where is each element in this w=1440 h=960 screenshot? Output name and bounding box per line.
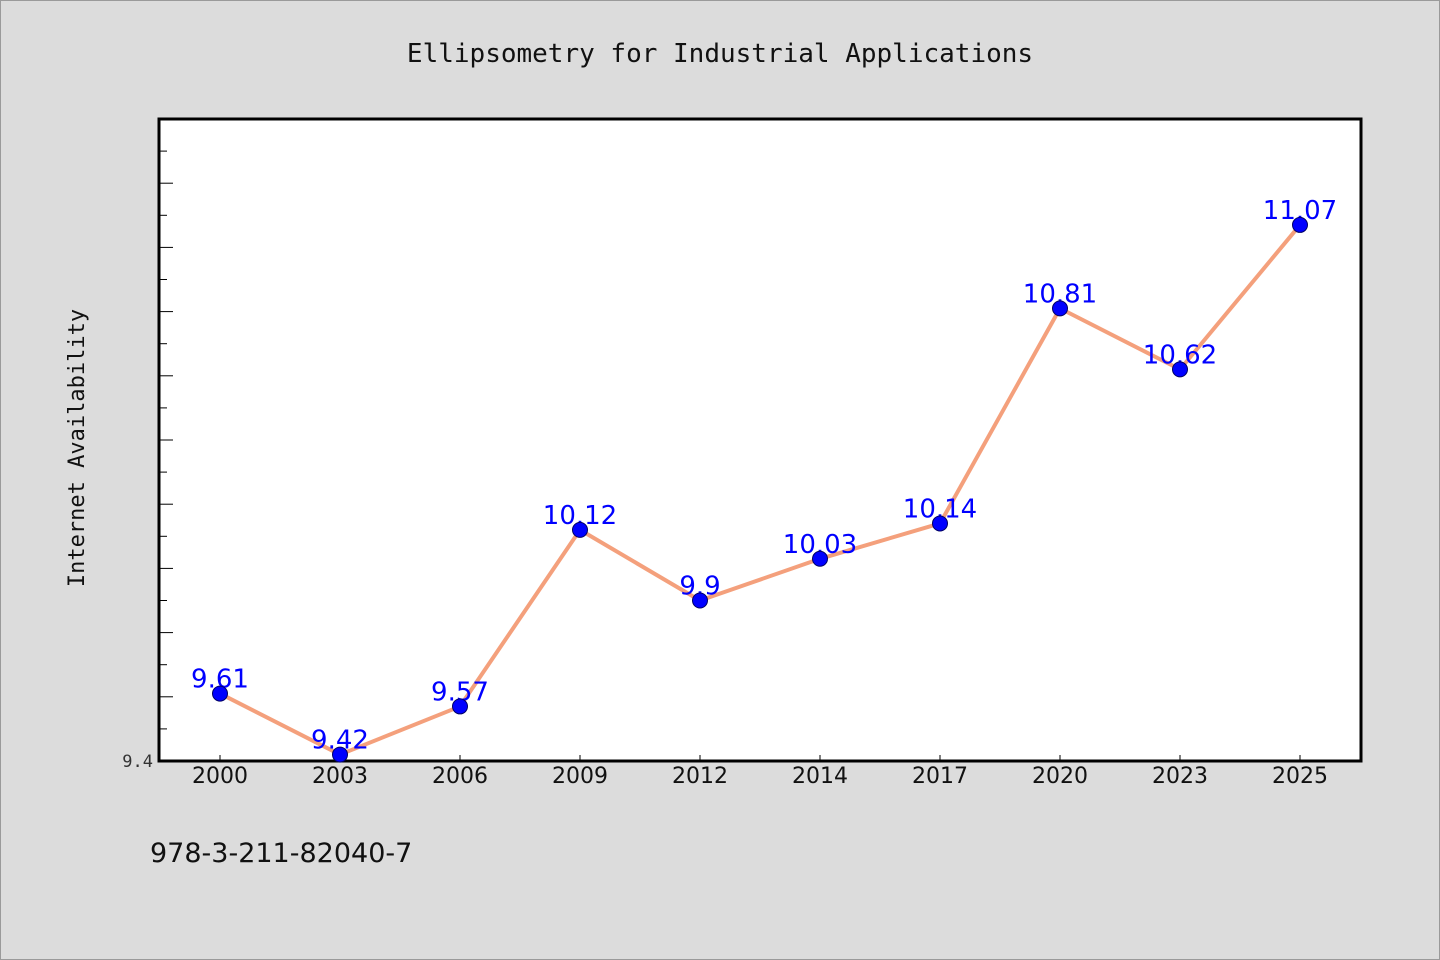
data-point-marker	[332, 746, 348, 763]
x-tick-label: 2006	[432, 764, 488, 789]
series-layer: 9.619.429.5710.129.910.0310.1410.8110.62…	[191, 196, 1337, 763]
plot-area	[157, 117, 1363, 763]
data-point-marker	[212, 685, 228, 702]
y-axis-ticks: 9.4	[122, 150, 173, 772]
data-point-marker	[812, 550, 828, 567]
y-tick-label: 9.4	[122, 752, 153, 772]
x-tick-label: 2009	[552, 764, 608, 789]
data-point-marker	[452, 698, 468, 715]
x-tick-label: 2020	[1032, 764, 1088, 789]
x-tick-label: 2025	[1272, 764, 1328, 789]
data-point-marker	[692, 592, 708, 609]
x-tick-label: 2023	[1152, 764, 1208, 789]
x-tick-label: 2017	[912, 764, 968, 789]
x-tick-label: 2000	[192, 764, 248, 789]
series-line	[219, 223, 1302, 757]
y-axis-label: Internet Availability	[65, 309, 90, 587]
x-tick-label: 2003	[312, 764, 368, 789]
x-tick-label: 2014	[792, 764, 848, 789]
data-point-marker	[572, 521, 588, 538]
chart-title: Ellipsometry for Industrial Applications	[407, 39, 1033, 69]
data-point-marker	[1292, 216, 1308, 233]
data-point-marker	[1052, 300, 1068, 317]
isbn-footer: 978-3-211-82040-7	[150, 838, 412, 869]
x-tick-label: 2012	[672, 764, 728, 789]
data-point-marker	[932, 515, 948, 532]
data-point-marker	[1172, 361, 1188, 378]
x-axis-ticks: 2000 2003 2006 2009 2012 2014 2017 2020 2023 2025	[192, 755, 1328, 789]
